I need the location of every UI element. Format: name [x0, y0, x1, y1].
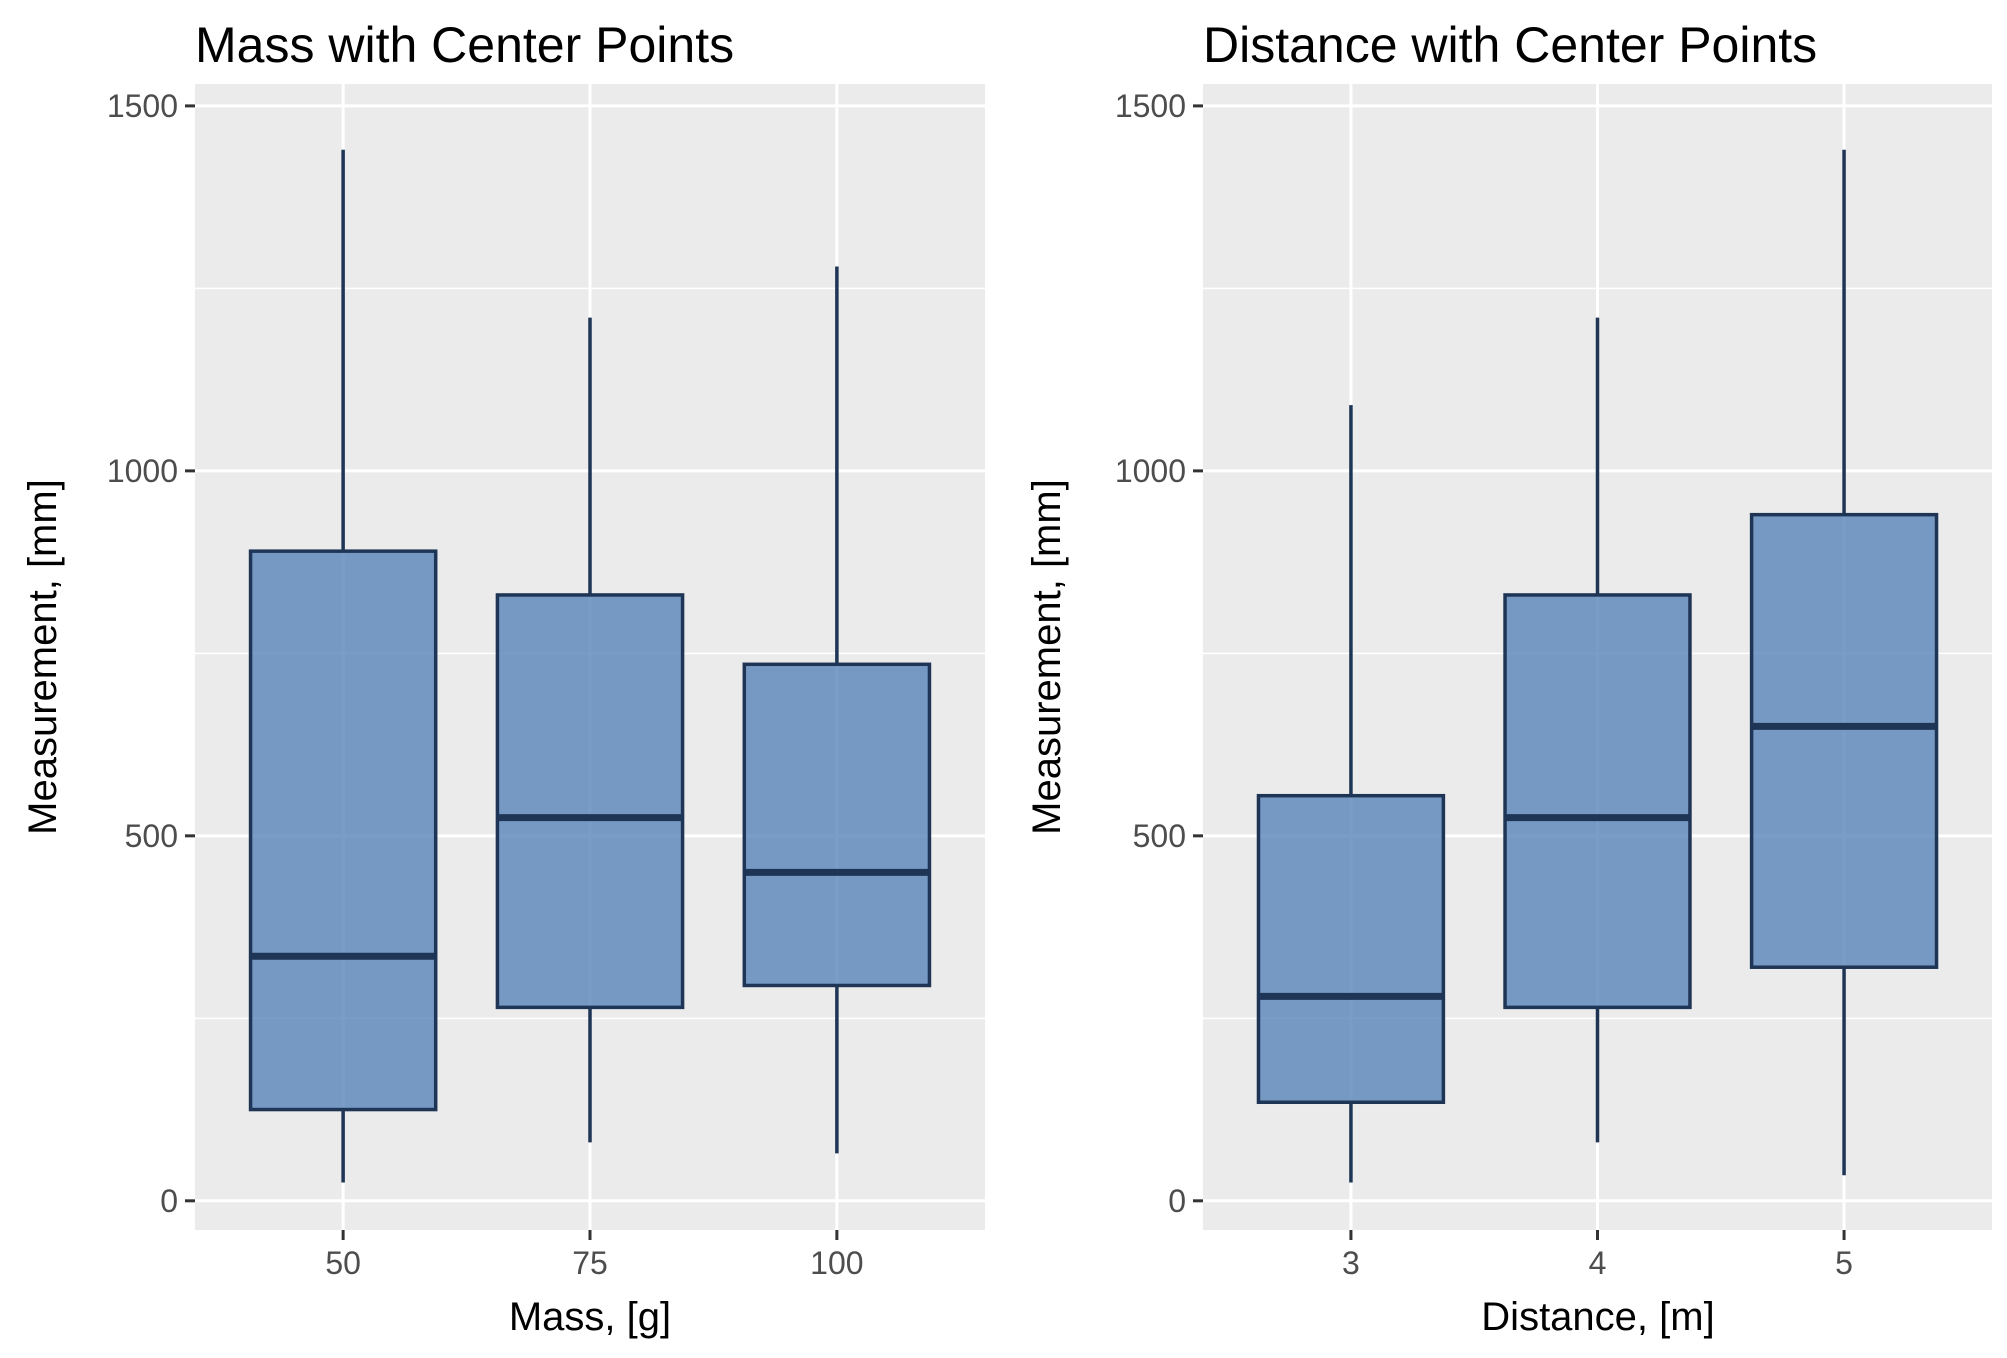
x-tick-label: 3	[1342, 1245, 1360, 1281]
x-tick-label: 50	[325, 1245, 361, 1281]
y-tick-label: 1000	[1115, 453, 1186, 489]
chart-title: Distance with Center Points	[1203, 17, 1817, 73]
box-75	[495, 317, 685, 1143]
x-tick-label: 5	[1835, 1245, 1853, 1281]
chart-title: Mass with Center Points	[195, 17, 734, 73]
y-tick-label: 1500	[107, 88, 178, 124]
interquartile-box	[742, 662, 932, 988]
x-tick-label: 75	[572, 1245, 608, 1281]
box-5	[1749, 149, 1939, 1176]
x-axis-title: Mass, [g]	[509, 1295, 671, 1339]
y-tick-label: 0	[1168, 1183, 1186, 1219]
box-3	[1256, 405, 1446, 1183]
mass-boxplot-chart: Mass with Center Points 0 500 1000 1500 50 7…	[21, 17, 985, 1339]
mass-boxplot-panel: Mass with Center Points 0 500 1000 1500 50 7…	[0, 0, 1003, 1358]
x-tick-label: 4	[1589, 1245, 1607, 1281]
y-tick-label: 500	[1133, 818, 1186, 854]
x-tick-label: 100	[810, 1245, 863, 1281]
interquartile-box	[1503, 593, 1692, 1010]
y-axis: 0 500 1000 1500	[1115, 88, 1203, 1219]
interquartile-box	[495, 593, 685, 1010]
distance-boxplot-panel: Distance with Center Points 0 500 1000 1500…	[1004, 0, 2007, 1358]
x-axis: 3 4 5	[1342, 1230, 1853, 1281]
y-axis-title: Measurement, [mm]	[21, 479, 65, 835]
y-tick-label: 500	[125, 818, 178, 854]
x-axis: 50 75 100	[325, 1230, 864, 1281]
boxes	[248, 149, 932, 1183]
y-tick-label: 0	[160, 1183, 178, 1219]
interquartile-box	[1749, 512, 1939, 969]
box-4	[1503, 317, 1692, 1143]
interquartile-box	[1256, 793, 1446, 1105]
boxes	[1256, 149, 1939, 1183]
y-tick-label: 1000	[107, 453, 178, 489]
y-axis-title: Measurement, [mm]	[1025, 479, 1069, 835]
distance-boxplot-chart: Distance with Center Points 0 500 1000 1500…	[1025, 17, 1992, 1339]
y-axis: 0 500 1000 1500	[107, 88, 195, 1219]
box-50	[248, 149, 438, 1183]
y-tick-label: 1500	[1115, 88, 1186, 124]
x-axis-title: Distance, [m]	[1481, 1295, 1714, 1339]
box-100	[742, 266, 932, 1154]
interquartile-box	[248, 549, 438, 1112]
